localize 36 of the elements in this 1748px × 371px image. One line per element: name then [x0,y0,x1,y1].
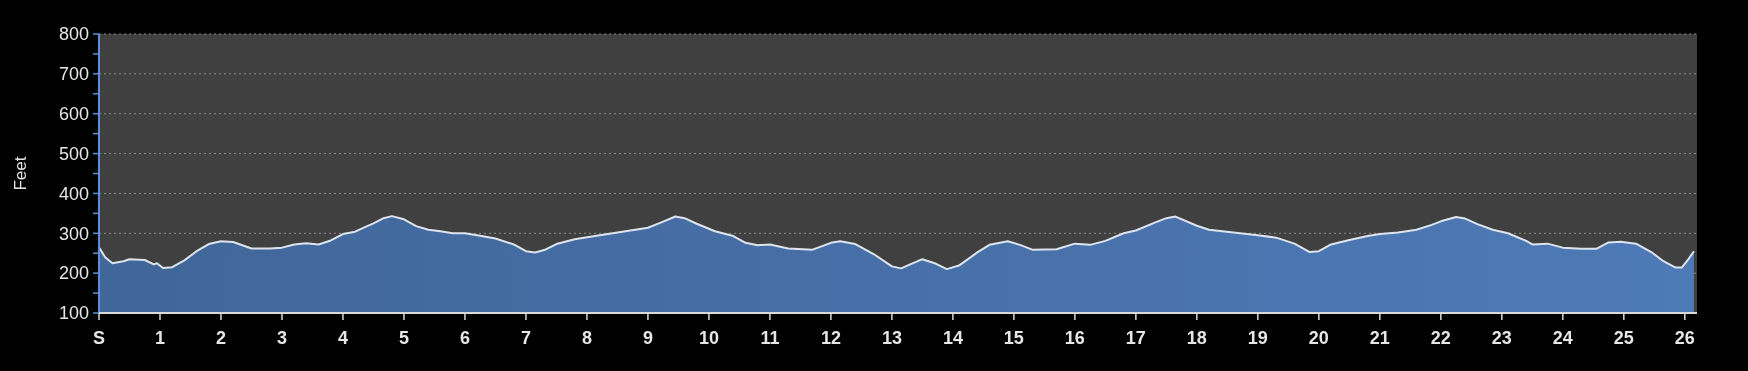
x-tick-label: 13 [881,328,902,348]
y-tick-label: 400 [58,183,89,204]
x-tick-label: 8 [581,328,592,348]
x-tick-label: 2 [215,328,226,348]
x-tick-label: 19 [1247,328,1268,348]
x-tick-label: 3 [276,328,287,348]
x-tick-label: 21 [1369,328,1390,348]
x-tick-label: 15 [1003,328,1024,348]
x-tick-label: S [92,328,106,348]
x-tick-label: 5 [398,328,409,348]
x-tick-label: 25 [1613,328,1634,348]
x-tick-label: 11 [760,328,780,348]
x-tick-label: 4 [337,328,348,348]
y-axis-title: Feet [11,156,30,191]
y-tick-label: 500 [58,143,89,164]
x-tick-label: 16 [1064,328,1085,348]
x-tick-label: 12 [820,328,841,348]
y-tick-label: 100 [58,303,89,324]
x-tick-label: 7 [520,328,531,348]
x-tick-label: 17 [1125,328,1146,348]
x-tick-label: 6 [459,328,470,348]
y-tick-label: 700 [58,64,89,85]
y-tick-label: 300 [58,223,89,244]
x-tick-label: 9 [642,328,653,348]
x-tick-label: 18 [1186,328,1207,348]
x-tick-label: 14 [942,328,963,348]
x-tick-label: 26 [1674,328,1695,348]
x-tick-label: 23 [1491,328,1512,348]
x-tick-label: 20 [1308,328,1329,348]
x-tick-label: 22 [1430,328,1451,348]
x-tick-label: 10 [698,328,719,348]
x-tick-label: 24 [1552,328,1573,348]
y-tick-label: 600 [58,104,89,125]
y-tick-label: 800 [58,24,89,45]
y-tick-label: 200 [58,263,89,284]
x-tick-label: 1 [154,328,165,348]
